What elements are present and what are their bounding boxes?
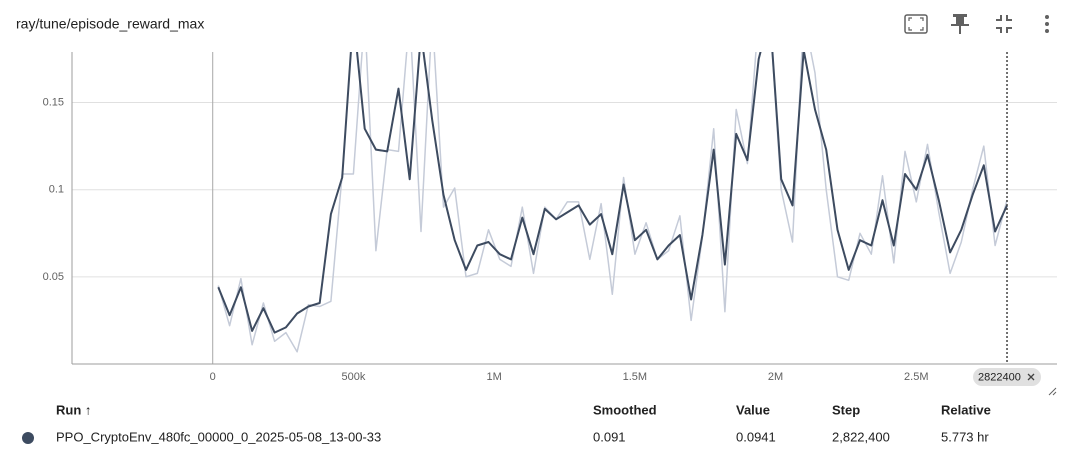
resize-handle[interactable] (1048, 387, 1057, 396)
x-tick-label: 1.5M (623, 371, 647, 383)
y-tick-label: 0.05 (43, 271, 64, 283)
x-tick-label: 2M (768, 371, 783, 383)
cell: 0.0941 (736, 429, 776, 444)
column-header[interactable]: Relative (941, 402, 991, 417)
more-menu[interactable] (1045, 15, 1049, 33)
cursor-close[interactable] (1027, 373, 1035, 381)
x-tick-label: 2.5M (904, 371, 928, 383)
column-header[interactable]: Run ↑ (56, 402, 91, 417)
x-tick-label: 1M (487, 371, 502, 383)
smoothed-line (217, 52, 1008, 334)
column-header[interactable]: Value (736, 402, 770, 417)
column-header[interactable]: Smoothed (593, 402, 657, 417)
cell: 5.773 hr (941, 429, 989, 444)
x-tick-label: 500k (341, 371, 365, 383)
pin-button[interactable] (951, 14, 969, 34)
run-name: PPO_CryptoEnv_480fc_00000_0_2025-05-08_1… (56, 429, 381, 444)
fullscreen-button[interactable] (904, 14, 928, 34)
collapse-button[interactable] (996, 15, 1012, 33)
raw-line (217, 52, 1008, 353)
card-title: ray/tune/episode_reward_max (16, 16, 204, 32)
y-tick-label: 0.15 (43, 96, 64, 108)
x-tick-label: 0 (210, 371, 216, 383)
cell: 0.091 (593, 429, 626, 444)
cell: 2,822,400 (832, 429, 890, 444)
y-tick-label: 0.1 (49, 184, 64, 196)
cursor-step-label: 2822400 (978, 371, 1021, 383)
run-color-dot (22, 432, 34, 444)
column-header[interactable]: Step (832, 402, 860, 417)
cursor-badge (973, 368, 1042, 386)
